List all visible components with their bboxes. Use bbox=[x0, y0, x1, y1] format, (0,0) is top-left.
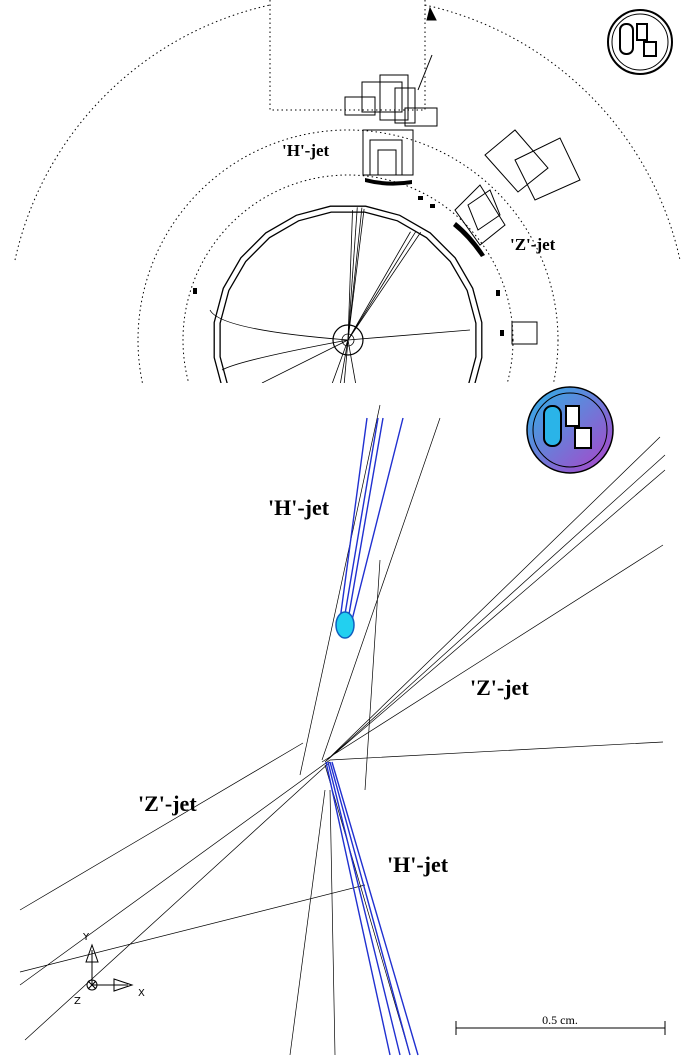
jet-label: 'H'-jet bbox=[282, 141, 330, 160]
top-view: 'H'-jet 'Z'-jet bbox=[14, 0, 681, 383]
track bbox=[347, 210, 353, 341]
jet-label: 'Z'-jet bbox=[470, 675, 529, 700]
tracks bbox=[209, 207, 471, 383]
axis-glyph bbox=[85, 943, 134, 992]
calorimeter-boundary bbox=[182, 174, 514, 383]
zoom-view: 'H'-jet 'Z'-jet 'Z'-jet 'H'-jet Y X Z 0.… bbox=[19, 386, 666, 1056]
track bbox=[343, 339, 349, 383]
track bbox=[347, 207, 358, 341]
outer-boundary bbox=[14, 4, 681, 261]
calorimeter-boundary bbox=[137, 129, 559, 383]
opal-logo bbox=[607, 9, 673, 75]
track bbox=[331, 339, 349, 383]
energy-cluster bbox=[335, 611, 355, 639]
track bbox=[347, 231, 411, 341]
track bbox=[347, 231, 417, 341]
tracks bbox=[19, 404, 666, 1056]
cutout bbox=[269, 0, 426, 111]
jet-label: 'H'-jet bbox=[387, 852, 449, 877]
opal-logo bbox=[526, 386, 614, 474]
track bbox=[347, 232, 422, 341]
track bbox=[347, 339, 356, 383]
chamber-wall bbox=[219, 211, 477, 383]
axis-label: Z bbox=[74, 996, 81, 1007]
axis-label: Y bbox=[82, 932, 90, 943]
h-jet-tracks bbox=[325, 417, 419, 1056]
scale-label: 0.5 cm. bbox=[542, 1013, 578, 1027]
jet-label: 'Z'-jet bbox=[138, 791, 197, 816]
track bbox=[347, 208, 365, 341]
hits bbox=[193, 178, 504, 336]
energy-towers bbox=[344, 6, 581, 345]
chamber-wall bbox=[213, 205, 483, 383]
track bbox=[340, 339, 349, 383]
drift-chamber bbox=[213, 205, 483, 383]
jet-label: 'H'-jet bbox=[268, 495, 330, 520]
axis-label: X bbox=[138, 988, 145, 999]
scale-bar bbox=[455, 1021, 666, 1035]
jet-label: 'Z'-jet bbox=[510, 235, 556, 254]
